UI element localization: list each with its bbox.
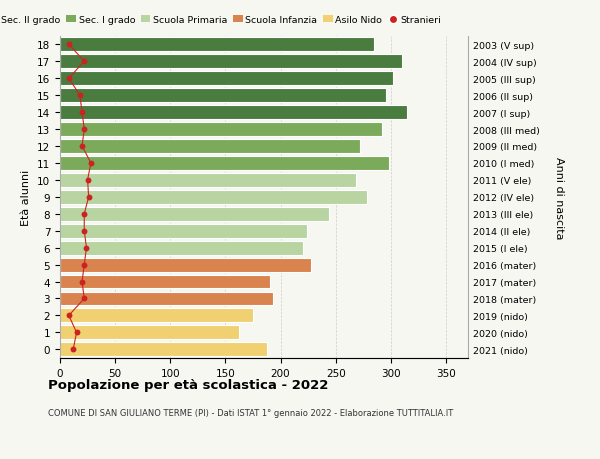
Point: [79, 295, 89, 302]
Point: [84, 194, 94, 201]
Bar: [60, 174, 356, 187]
Bar: [60, 309, 253, 323]
Point: [77, 109, 87, 117]
Point: [79, 126, 89, 134]
Bar: [60, 342, 268, 357]
Y-axis label: Anni di nascita: Anni di nascita: [554, 156, 563, 239]
Point: [86, 160, 95, 167]
Bar: [60, 38, 374, 52]
Point: [79, 228, 89, 235]
Y-axis label: Età alunni: Età alunni: [22, 169, 31, 225]
Bar: [60, 190, 367, 204]
Bar: [60, 106, 407, 120]
Text: Popolazione per età scolastica - 2022: Popolazione per età scolastica - 2022: [48, 379, 328, 392]
Bar: [60, 275, 269, 289]
Point: [64, 41, 74, 49]
Bar: [60, 55, 402, 69]
Point: [77, 143, 87, 150]
Point: [68, 346, 78, 353]
Bar: [60, 157, 389, 170]
Bar: [60, 72, 393, 86]
Point: [79, 58, 89, 66]
Point: [75, 92, 85, 100]
Bar: [60, 326, 239, 340]
Point: [79, 261, 89, 269]
Bar: [60, 292, 273, 306]
Bar: [60, 241, 302, 255]
Legend: Sec. II grado, Sec. I grado, Scuola Primaria, Scuola Infanzia, Asilo Nido, Stran: Sec. II grado, Sec. I grado, Scuola Prim…: [0, 12, 445, 29]
Point: [82, 245, 91, 252]
Point: [64, 312, 74, 319]
Bar: [60, 123, 382, 137]
Point: [77, 278, 87, 285]
Bar: [60, 140, 360, 154]
Bar: [60, 207, 329, 221]
Point: [72, 329, 82, 336]
Bar: [60, 224, 307, 238]
Point: [64, 75, 74, 83]
Point: [83, 177, 92, 184]
Bar: [60, 258, 311, 272]
Text: COMUNE DI SAN GIULIANO TERME (PI) - Dati ISTAT 1° gennaio 2022 - Elaborazione TU: COMUNE DI SAN GIULIANO TERME (PI) - Dati…: [48, 409, 453, 418]
Point: [79, 211, 89, 218]
Bar: [60, 89, 386, 103]
